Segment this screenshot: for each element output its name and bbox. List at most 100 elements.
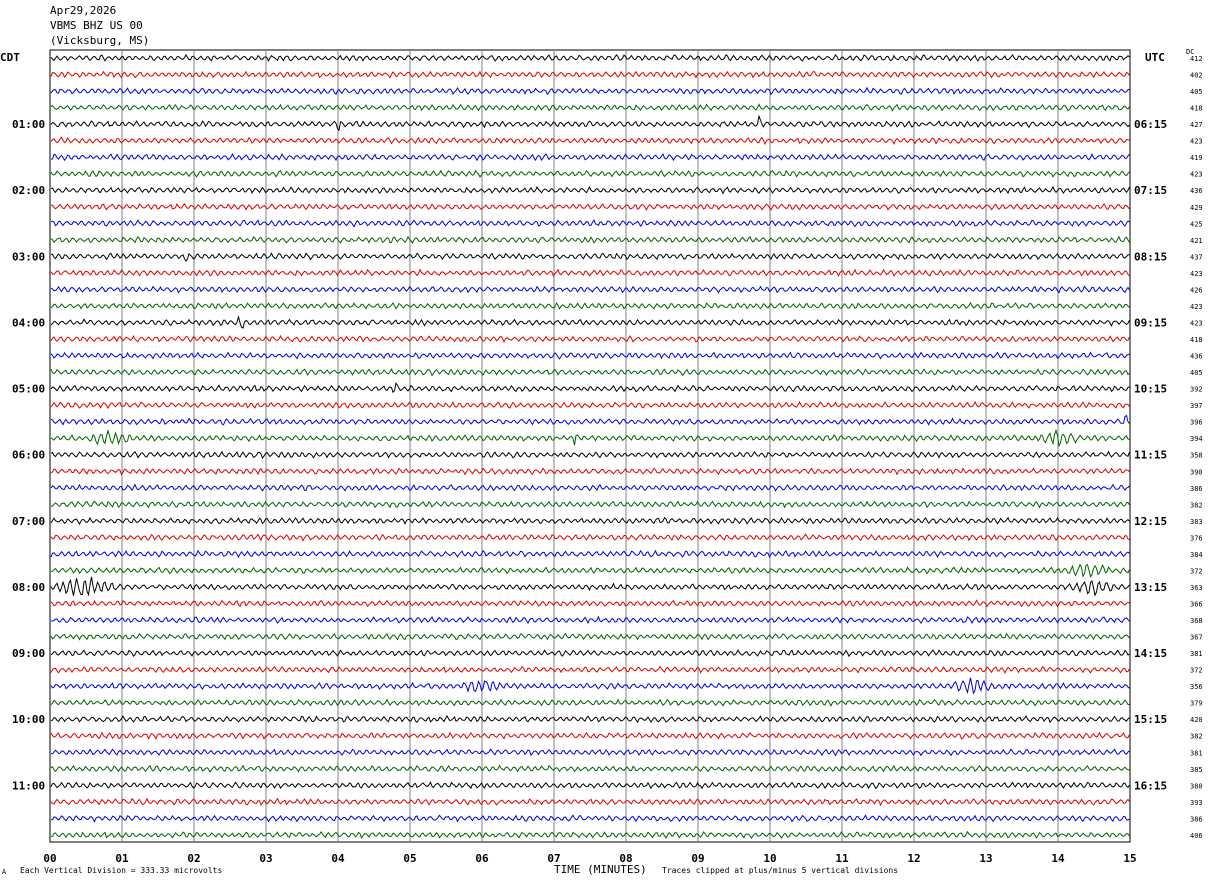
seismic-trace-line [50,400,1130,409]
seismic-trace-line [50,268,1130,278]
seismic-trace-line [50,467,1130,476]
seismic-trace-line [50,500,1130,509]
left-hour-label: 03:00 [12,250,45,263]
x-tick-label: 08 [619,852,632,865]
seismic-trace-line [50,114,1130,132]
seismic-trace-line [50,153,1130,162]
seismic-trace-line [50,450,1130,459]
right-hour-label: 09:15 [1134,316,1167,329]
dc-value: 367 [1190,634,1203,642]
seismic-trace-line [51,615,1130,625]
right-hour-label: 13:15 [1134,581,1167,594]
dc-value: 376 [1190,534,1203,542]
dc-value: 405 [1190,369,1203,377]
seismic-trace-line [50,781,1130,790]
seismic-trace-line [50,285,1130,294]
x-tick-label: 13 [979,852,992,865]
seismic-trace-line [50,649,1130,658]
dc-value: 356 [1190,683,1203,691]
dc-value: 379 [1190,700,1203,708]
header-location: (Vicksburg, MS) [50,34,150,47]
dc-value: 368 [1190,617,1203,625]
seismic-trace-line [50,549,1130,559]
seismic-trace-line [50,428,1130,448]
seismic-trace-line [50,830,1130,840]
x-tick-label: 06 [475,852,489,865]
x-tick-label: 09 [691,852,704,865]
right-hour-label: 15:15 [1134,713,1167,726]
clip-note: Traces clipped at plus/minus 5 vertical … [662,866,899,875]
right-hour-label: 14:15 [1134,647,1167,660]
dc-value: 386 [1190,815,1203,823]
seismic-trace-line [50,314,1130,329]
x-tick-label: 01 [115,852,129,865]
seismic-trace-line [50,814,1130,823]
right-hour-label: 12:15 [1134,515,1167,528]
seismic-trace-line [50,301,1130,310]
seismic-trace-line [50,235,1130,244]
dc-value: 437 [1190,253,1203,261]
seismic-trace-line [50,576,1130,597]
dc-value: 406 [1190,832,1203,840]
x-tick-label: 07 [547,852,560,865]
scale-note: Each Vertical Division = 333.33 microvol… [20,866,223,875]
seismic-trace-line [50,764,1130,773]
left-timezone-label: CDT [0,51,20,64]
seismic-trace-line [50,252,1130,263]
x-tick-label: 02 [187,852,200,865]
dc-value: 423 [1190,171,1203,179]
dc-value: 402 [1190,72,1203,80]
seismic-trace-line [50,382,1130,394]
dc-value: 423 [1190,303,1203,311]
left-hour-label: 07:00 [12,515,45,528]
left-hour-label: 08:00 [12,581,45,594]
right-hour-label: 06:15 [1134,118,1167,131]
seismic-trace-line [50,516,1130,526]
plot-frame [49,49,1131,843]
left-hour-label: 01:00 [12,118,45,131]
right-timezone-label: UTC [1145,51,1165,64]
dc-value: 383 [1190,518,1203,526]
corner-mark: A [2,868,7,876]
dc-value: 382 [1190,733,1203,741]
x-tick-label: 15 [1123,852,1136,865]
dc-value: 412 [1190,55,1203,63]
x-tick-label: 14 [1051,852,1065,865]
dc-value: 419 [1190,154,1203,162]
x-tick-label: 00 [43,852,56,865]
seismic-trace-line [50,219,1130,228]
dc-value: 396 [1190,419,1203,427]
left-hour-label: 02:00 [12,184,45,197]
dc-value: 382 [1190,501,1203,509]
dc-value: 384 [1190,551,1203,559]
dc-value: 436 [1190,187,1203,195]
seismic-trace-line [50,53,1130,63]
left-hour-label: 06:00 [12,449,45,462]
dc-value: 423 [1190,319,1203,327]
header-date: Apr29,2026 [50,4,117,17]
dc-value: 358 [1190,452,1203,460]
x-tick-label: 11 [835,852,849,865]
seismic-trace-line [50,136,1130,146]
seismic-trace-line [50,714,1130,724]
dc-value: 418 [1190,105,1203,113]
dc-value: 363 [1190,584,1203,592]
x-tick-label: 05 [403,852,416,865]
dc-value: 421 [1190,237,1203,245]
seismic-trace-line [50,599,1130,608]
left-hour-label: 10:00 [12,713,45,726]
dc-value: 423 [1190,138,1203,146]
seismic-trace-line [50,86,1130,96]
dc-value: 429 [1190,204,1203,212]
header-station: VBMS BHZ US 00 [50,19,143,32]
right-hour-label: 10:15 [1134,383,1167,396]
seismic-trace-line [50,677,1130,695]
dc-value: 405 [1190,88,1203,96]
seismic-trace-line [50,731,1130,740]
seismic-trace-line [50,202,1130,211]
seismic-trace-line [50,351,1130,360]
seismic-trace-line [50,797,1130,807]
dc-value: 372 [1190,667,1203,675]
dc-value: 380 [1190,782,1203,790]
